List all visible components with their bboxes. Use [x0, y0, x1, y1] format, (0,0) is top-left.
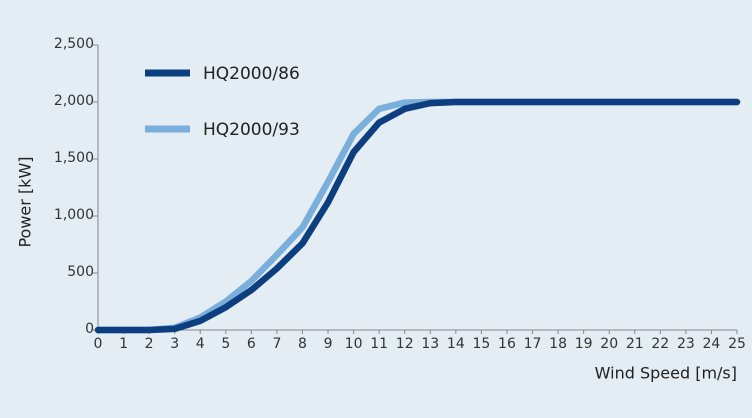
y-tick-label: 2,000 — [54, 93, 94, 109]
x-tick-label: 1 — [119, 336, 128, 352]
x-tick-label: 0 — [94, 336, 103, 352]
series-line — [94, 98, 741, 334]
y-tick-label: 1,000 — [54, 207, 94, 223]
x-tick-label: 24 — [703, 336, 721, 352]
x-tick-label: 13 — [421, 336, 439, 352]
y-axis-label: Power [kW] — [16, 156, 35, 247]
x-tick-label: 19 — [575, 336, 593, 352]
x-tick-label: 18 — [549, 336, 567, 352]
x-tick-label: 21 — [626, 336, 644, 352]
x-tick-label: 11 — [370, 336, 388, 352]
series-line — [94, 98, 741, 334]
x-tick-label: 9 — [324, 336, 333, 352]
x-tick-label: 17 — [524, 336, 542, 352]
x-tick-label: 25 — [728, 336, 746, 352]
x-tick-label: 6 — [247, 336, 256, 352]
legend-label: HQ2000/93 — [203, 120, 300, 140]
x-tick-label: 2 — [145, 336, 154, 352]
x-tick-label: 10 — [345, 336, 363, 352]
x-tick-label: 14 — [447, 336, 465, 352]
x-tick-label: 7 — [272, 336, 281, 352]
x-tick-label: 15 — [472, 336, 490, 352]
x-tick-label: 12 — [396, 336, 414, 352]
x-tick-label: 5 — [221, 336, 230, 352]
y-tick-label: 500 — [67, 264, 94, 280]
y-tick-label: 2,500 — [54, 36, 94, 52]
x-tick-label: 23 — [677, 336, 695, 352]
x-tick-label: 22 — [651, 336, 669, 352]
x-tick-label: 8 — [298, 336, 307, 352]
y-tick-label: 0 — [85, 321, 94, 337]
legend-label: HQ2000/86 — [203, 64, 300, 84]
x-tick-label: 4 — [196, 336, 205, 352]
x-tick-label: 20 — [600, 336, 618, 352]
x-axis-label: Wind Speed [m/s] — [595, 364, 737, 383]
x-tick-label: 16 — [498, 336, 516, 352]
y-tick-label: 1,500 — [54, 150, 94, 166]
x-tick-label: 3 — [170, 336, 179, 352]
